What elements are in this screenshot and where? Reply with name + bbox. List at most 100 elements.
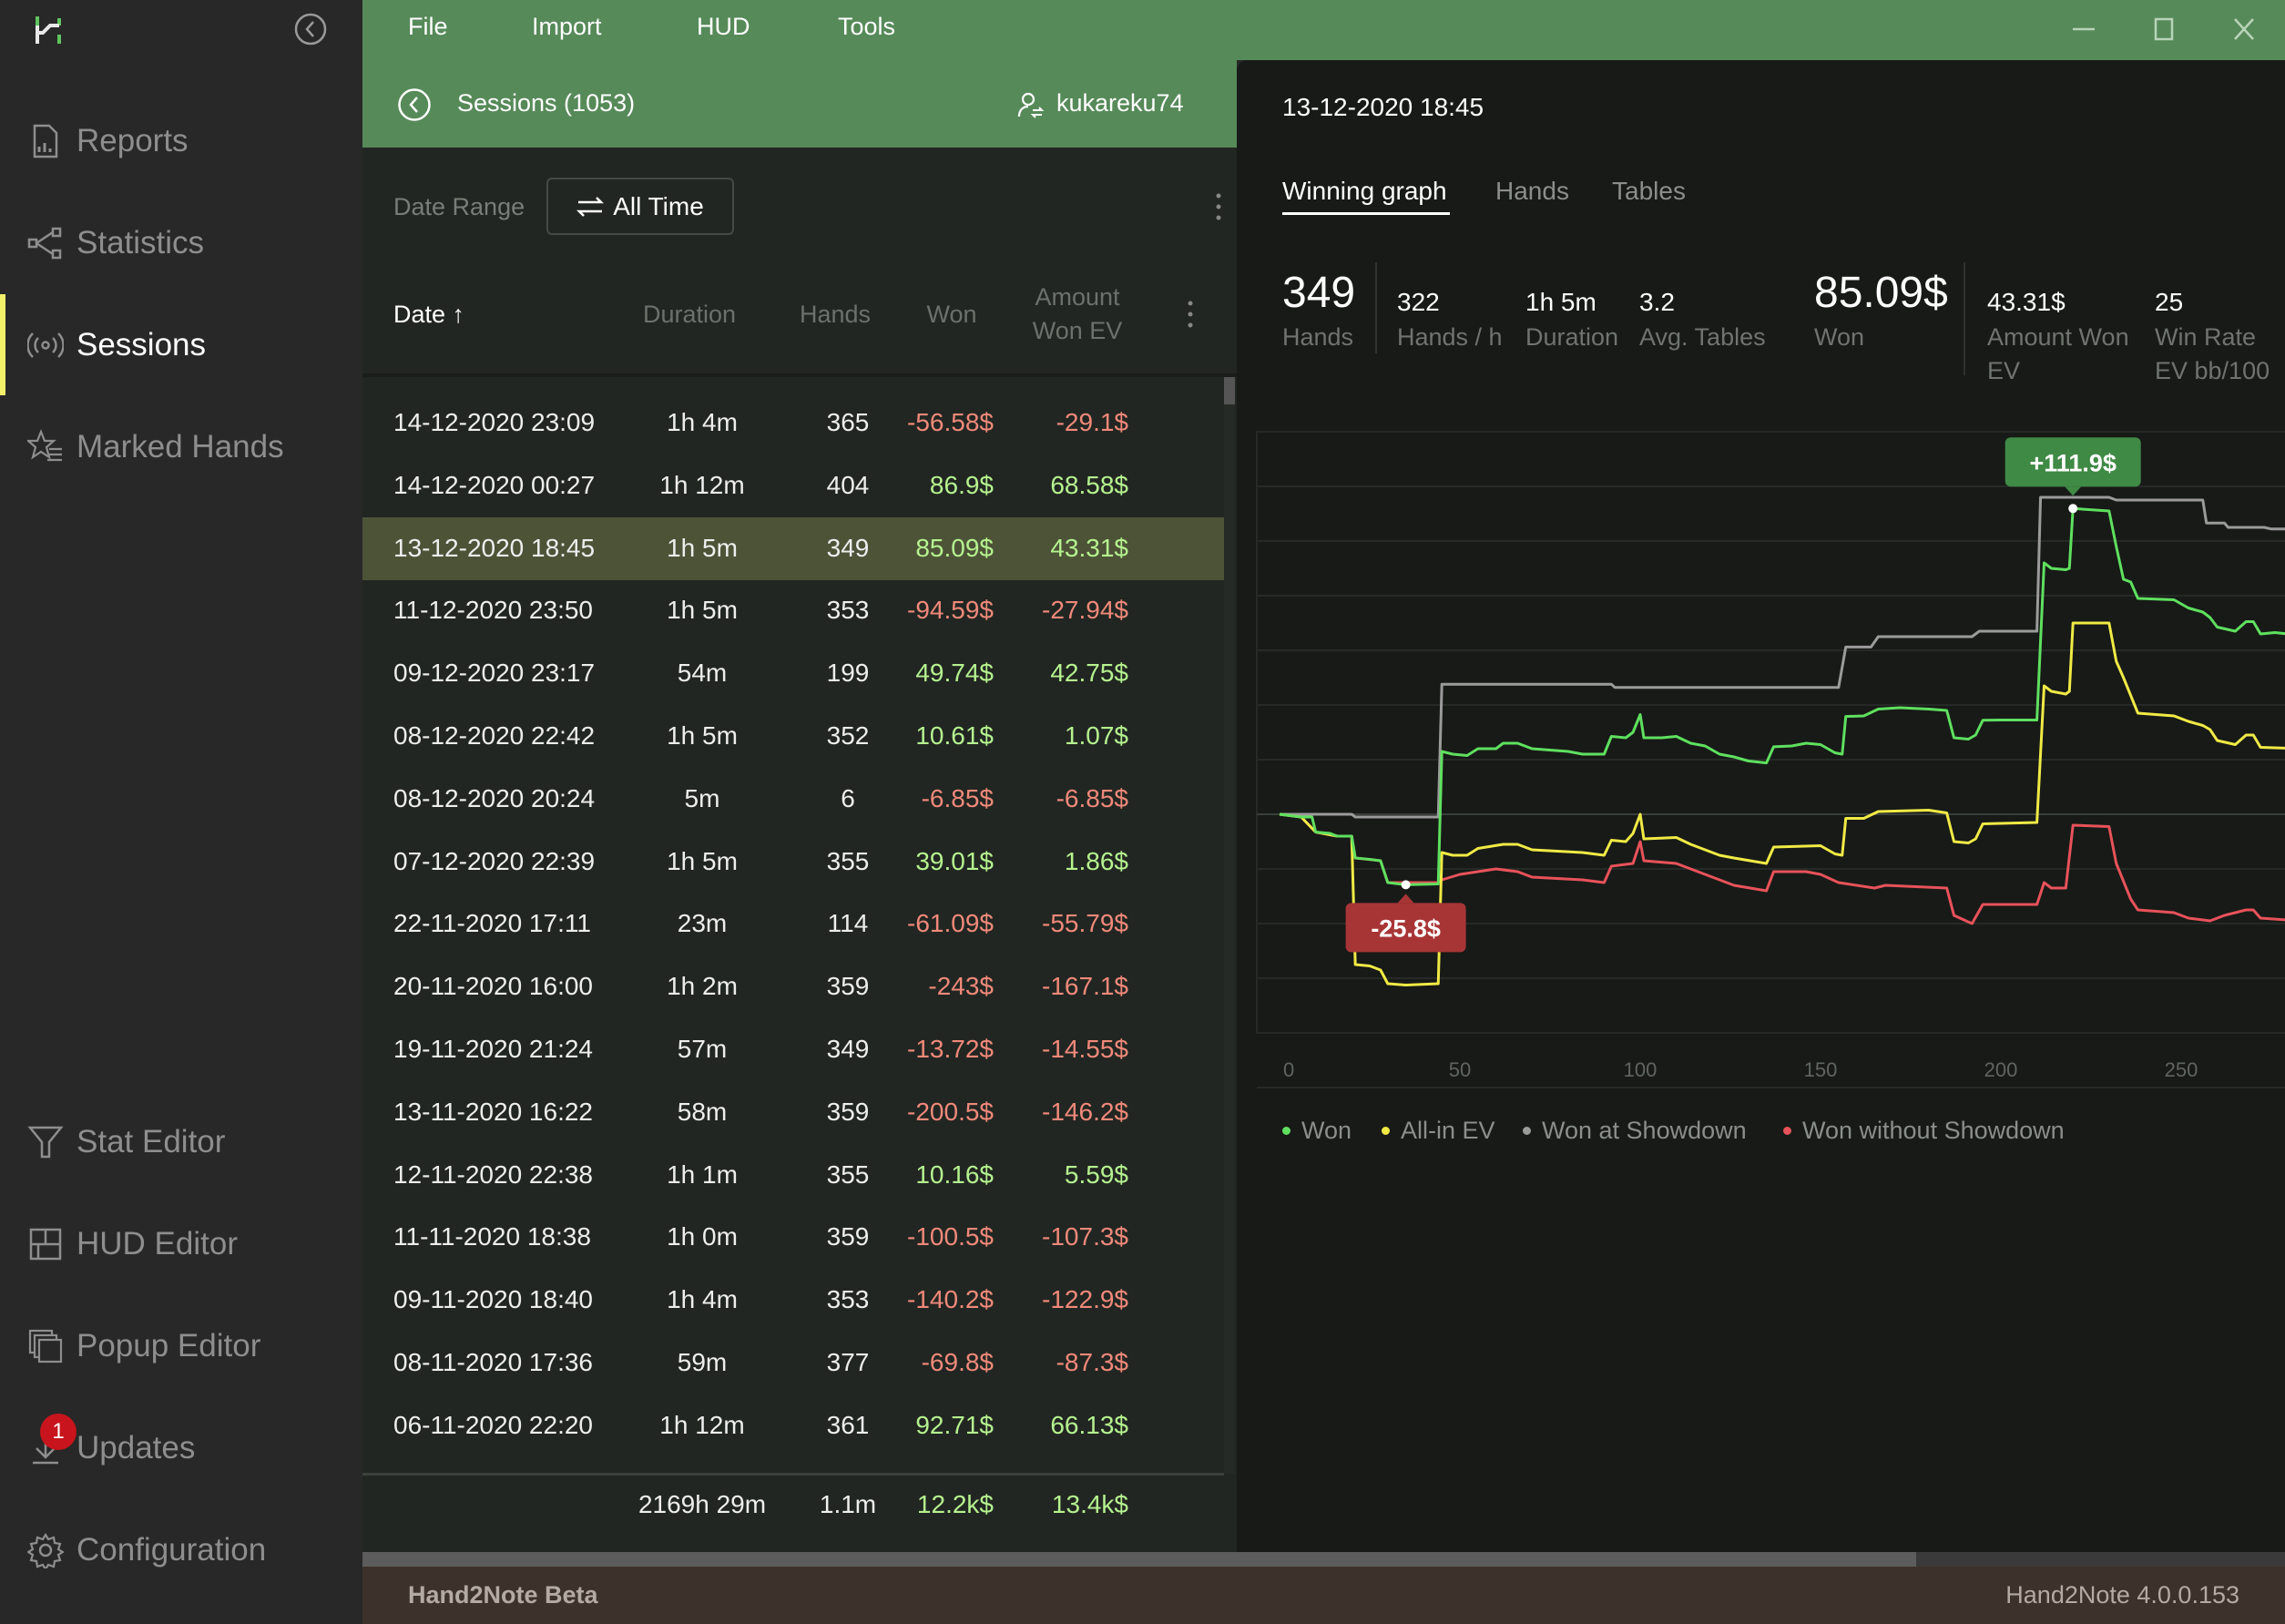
- sidebar-item-marked-hands[interactable]: Marked Hands: [0, 402, 362, 493]
- cell-date: 14-12-2020 23:09: [393, 408, 596, 436]
- stat-hands-value: 349: [1282, 269, 1356, 317]
- x-tick-label: 50: [1449, 1058, 1471, 1081]
- date-range-label: Date Range: [393, 193, 525, 220]
- sidebar-item-label: Stat Editor: [77, 1124, 226, 1159]
- cell-duration: 1h 5m: [667, 596, 738, 625]
- column-duration[interactable]: Duration: [642, 301, 737, 328]
- legend-label: Won without Showdown: [1802, 1117, 2065, 1144]
- sidebar-item-popup-editor[interactable]: Popup Editor: [0, 1301, 362, 1392]
- total-duration: 2169h 29m: [638, 1490, 767, 1518]
- switch-user-icon[interactable]: [1016, 91, 1046, 120]
- legend-allin-ev[interactable]: All-in EV: [1382, 1117, 1495, 1145]
- table-row[interactable]: 08-12-2020 20:24 5m 6 -6.85$ -6.85$: [362, 768, 1224, 831]
- sidebar-item-label: Reports: [77, 123, 189, 158]
- scrollbar-thumb[interactable]: [1224, 377, 1235, 404]
- panel-more-icon[interactable]: [1211, 191, 1226, 222]
- annotation-label: +111.9$: [2030, 449, 2117, 476]
- column-won[interactable]: Won: [926, 301, 977, 328]
- cell-duration: 23m: [677, 909, 728, 938]
- legend-label: All-in EV: [1401, 1117, 1495, 1144]
- horizontal-scrollbar-thumb[interactable]: [362, 1552, 1916, 1567]
- columns-more-icon[interactable]: [1183, 299, 1198, 330]
- legend-dot: [1282, 1127, 1290, 1135]
- menu-tools[interactable]: Tools: [838, 13, 896, 40]
- column-hands[interactable]: Hands: [799, 301, 872, 328]
- menu-hud[interactable]: HUD: [697, 13, 750, 40]
- legend-dot: [1783, 1127, 1791, 1135]
- sidebar-item-sessions[interactable]: Sessions: [0, 300, 362, 391]
- stat-hands-per-hour-value: 322: [1397, 288, 1440, 316]
- close-button[interactable]: [2224, 11, 2264, 47]
- table-row[interactable]: 14-12-2020 00:27 1h 12m 404 86.9$ 68.58$: [362, 455, 1224, 517]
- popup-icon: [28, 1329, 63, 1364]
- stat-divider: [1964, 262, 1965, 375]
- sidebar-item-reports[interactable]: Reports: [0, 96, 362, 187]
- status-bar: Hand2Note Beta Hand2Note 4.0.0.153: [362, 1567, 2285, 1624]
- session-title: 13-12-2020 18:45: [1282, 93, 1484, 121]
- table-row[interactable]: 19-11-2020 21:24 57m 349 -13.72$ -14.55$: [362, 1018, 1224, 1081]
- table-row[interactable]: 13-11-2020 16:22 58m 359 -200.5$ -146.2$: [362, 1081, 1224, 1144]
- table-row[interactable]: 08-12-2020 22:42 1h 5m 352 10.61$ 1.07$: [362, 705, 1224, 768]
- menu-file[interactable]: File: [408, 13, 448, 40]
- collapse-sidebar-button[interactable]: [294, 13, 327, 46]
- table-row[interactable]: 11-12-2020 23:50 1h 5m 353 -94.59$ -27.94$: [362, 579, 1224, 642]
- table-row[interactable]: 20-11-2020 16:00 1h 2m 359 -243$ -167.1$: [362, 955, 1224, 1018]
- sidebar-item-label: Marked Hands: [77, 429, 284, 465]
- cell-date: 08-12-2020 20:24: [393, 783, 596, 812]
- table-row[interactable]: 12-11-2020 22:38 1h 1m 355 10.16$ 5.59$: [362, 1144, 1224, 1207]
- stat-win-rate-ev-label: Win Rate EV bb/100: [2155, 323, 2270, 384]
- stat-won-value: 85.09$: [1814, 269, 1948, 317]
- cell-date: 09-12-2020 23:17: [393, 659, 596, 688]
- star-list-icon: [27, 429, 62, 462]
- totals-divider: [362, 1473, 1224, 1476]
- cell-date: 09-11-2020 18:40: [393, 1285, 593, 1314]
- sidebar-item-hud-editor[interactable]: HUD Editor: [0, 1199, 362, 1290]
- cell-hands: 6: [841, 783, 855, 812]
- legend-won-at-showdown[interactable]: Won at Showdown: [1523, 1117, 1747, 1145]
- legend-won-without-showdown[interactable]: Won without Showdown: [1783, 1117, 2065, 1145]
- tab-winning-graph[interactable]: Winning graph: [1282, 177, 1447, 205]
- table-row[interactable]: 09-12-2020 23:17 54m 199 49.74$ 42.75$: [362, 642, 1224, 705]
- menu-import[interactable]: Import: [532, 13, 602, 40]
- vertical-scrollbar[interactable]: [1224, 377, 1235, 1474]
- sidebar-item-configuration[interactable]: Configuration: [0, 1505, 362, 1596]
- cell-date: 06-11-2020 22:20: [393, 1410, 593, 1439]
- sidebar-item-statistics[interactable]: Statistics: [0, 198, 362, 289]
- table-row[interactable]: 22-11-2020 17:11 23m 114 -61.09$ -55.79$: [362, 893, 1224, 955]
- stat-amount-won-ev-label: Amount Won EV: [1987, 323, 2129, 384]
- tab-hands[interactable]: Hands: [1495, 177, 1569, 205]
- table-row[interactable]: 06-11-2020 22:20 1h 12m 361 92.71$ 66.13$: [362, 1394, 1224, 1457]
- back-button[interactable]: [397, 87, 432, 122]
- cell-duration: 1h 0m: [667, 1222, 738, 1251]
- column-date-sort[interactable]: Date ↑: [393, 301, 465, 328]
- cell-duration: 1h 5m: [667, 533, 738, 562]
- maximize-button[interactable]: [2144, 11, 2184, 47]
- cell-won: -200.5$: [907, 1097, 994, 1126]
- table-row[interactable]: 09-11-2020 18:40 1h 4m 353 -140.2$ -122.9$: [362, 1269, 1224, 1332]
- sidebar-item-label: Configuration: [77, 1532, 267, 1568]
- cell-amount-won-ev: 43.31$: [1050, 533, 1128, 562]
- table-row[interactable]: 07-12-2020 22:39 1h 5m 355 39.01$ 1.86$: [362, 831, 1224, 894]
- header-divider: [362, 373, 1237, 377]
- sidebar-item-stat-editor[interactable]: Stat Editor: [0, 1097, 362, 1188]
- column-amount-won-ev[interactable]: Amount Won EV: [1032, 283, 1123, 344]
- user-name[interactable]: kukareku74: [1056, 89, 1184, 117]
- active-nav-indicator: [0, 294, 5, 395]
- legend-won[interactable]: Won: [1282, 1117, 1352, 1145]
- update-badge: 1: [40, 1414, 77, 1450]
- table-row[interactable]: 13-12-2020 18:45 1h 5m 349 85.09$ 43.31$: [362, 516, 1224, 580]
- minimize-button[interactable]: [2064, 11, 2104, 47]
- winning-graph-chart: 0 50 100 150 200 250 +111.9$ -25.8$: [1256, 431, 2285, 1088]
- table-row[interactable]: 14-12-2020 23:09 1h 4m 365 -56.58$ -29.1$: [362, 392, 1224, 455]
- cell-amount-won-ev: 5.59$: [1064, 1159, 1128, 1189]
- sidebar-item-updates[interactable]: Updates 1: [0, 1403, 362, 1494]
- tab-tables[interactable]: Tables: [1612, 177, 1686, 205]
- date-range-button[interactable]: All Time: [546, 178, 734, 235]
- cell-amount-won-ev: -29.1$: [1056, 408, 1128, 436]
- menu-bar: File Import HUD Tools: [362, 0, 2285, 60]
- series-line-all-in-ev: [1279, 621, 2285, 986]
- table-row[interactable]: 08-11-2020 17:36 59m 377 -69.8$ -87.3$: [362, 1332, 1224, 1394]
- sidebar-item-label: HUD Editor: [77, 1226, 238, 1261]
- table-row[interactable]: 11-11-2020 18:38 1h 0m 359 -100.5$ -107.3$: [362, 1206, 1224, 1269]
- cell-date: 20-11-2020 16:00: [393, 972, 593, 1001]
